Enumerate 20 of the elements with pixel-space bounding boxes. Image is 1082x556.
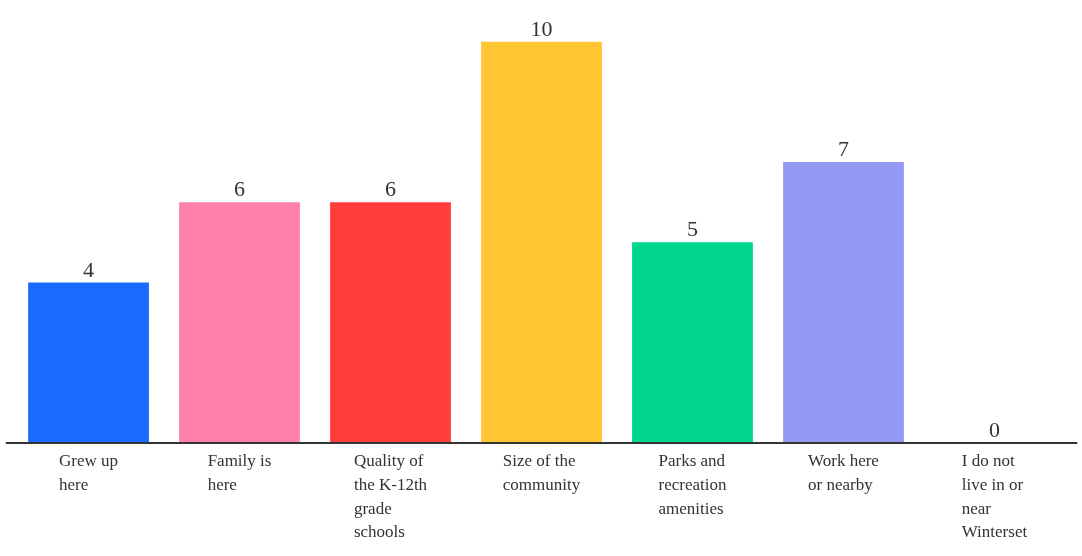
bar — [783, 162, 904, 444]
bar — [179, 202, 300, 444]
x-tick-label: Family is here — [207, 451, 272, 494]
x-tick-label: Quality of the K-12th grade schools — [353, 451, 428, 542]
bar — [632, 242, 753, 444]
x-tick-label: I do not live in or near Winterset — [961, 451, 1028, 542]
data-label: 10 — [530, 15, 553, 41]
bar — [481, 41, 602, 444]
x-tick-label: Grew up here — [59, 451, 119, 494]
data-label: 6 — [234, 176, 246, 202]
bar — [330, 202, 451, 444]
data-label: 6 — [385, 176, 397, 202]
data-label: 5 — [686, 216, 698, 242]
x-tick-label: Parks and recreation amenities — [658, 451, 727, 518]
bar — [28, 282, 149, 444]
x-tick-label: Work here or nearby — [808, 451, 879, 494]
x-tick-label: Size of the community — [502, 451, 581, 494]
data-label: 4 — [83, 256, 95, 282]
data-label: 7 — [837, 136, 849, 162]
data-label: 0 — [988, 417, 1000, 443]
